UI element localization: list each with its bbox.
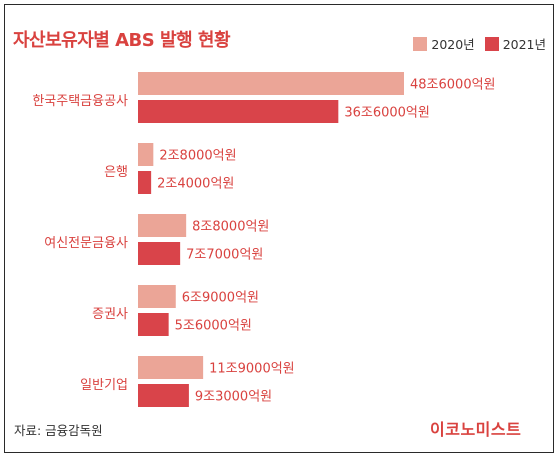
category-label: 일반기업: [80, 378, 128, 393]
publisher-logo: 이코노미스트: [430, 420, 522, 439]
value-label: 36조6000억원: [344, 106, 430, 121]
bar-2020: [138, 214, 187, 237]
bar-2021: [138, 171, 152, 194]
legend-item-2020: 2020년: [413, 34, 475, 53]
value-label: 11조9000억원: [209, 362, 295, 377]
source-note: 자료: 금융감독원: [14, 423, 103, 438]
bar-2020: [138, 285, 176, 308]
category-label: 은행: [104, 164, 128, 180]
value-label: 48조6000억원: [410, 78, 496, 93]
value-label: 2조8000억원: [159, 149, 236, 164]
value-label: 7조7000억원: [186, 248, 263, 263]
category-label: 증권사: [92, 307, 128, 322]
value-label: 6조9000억원: [182, 291, 259, 306]
bar-2021: [138, 100, 339, 123]
value-label: 2조4000억원: [157, 177, 234, 192]
legend-swatch-2021: [484, 36, 499, 51]
legend-item-2021: 2021년: [484, 34, 546, 53]
bar-2021: [138, 313, 169, 336]
value-label: 8조8000억원: [192, 220, 269, 235]
chart-title: 자산보유자별 ABS 발행 현황: [13, 30, 231, 51]
bar-2020: [138, 72, 404, 95]
legend-label-2020: 2020년: [431, 37, 475, 52]
legend-swatch-2020: [413, 36, 428, 51]
category-label: 한국주택금융공사: [32, 94, 128, 109]
bar-2020: [138, 143, 154, 166]
legend-label-2021: 2021년: [502, 37, 546, 52]
bar-2020: [138, 356, 204, 379]
bar-2021: [138, 384, 189, 407]
value-label: 5조6000억원: [175, 319, 252, 334]
value-label: 9조3000억원: [195, 390, 272, 405]
chart-legend: 2020년 2021년: [413, 34, 546, 53]
bar-2021: [138, 242, 181, 265]
category-label: 여신전문금융사: [44, 236, 128, 251]
